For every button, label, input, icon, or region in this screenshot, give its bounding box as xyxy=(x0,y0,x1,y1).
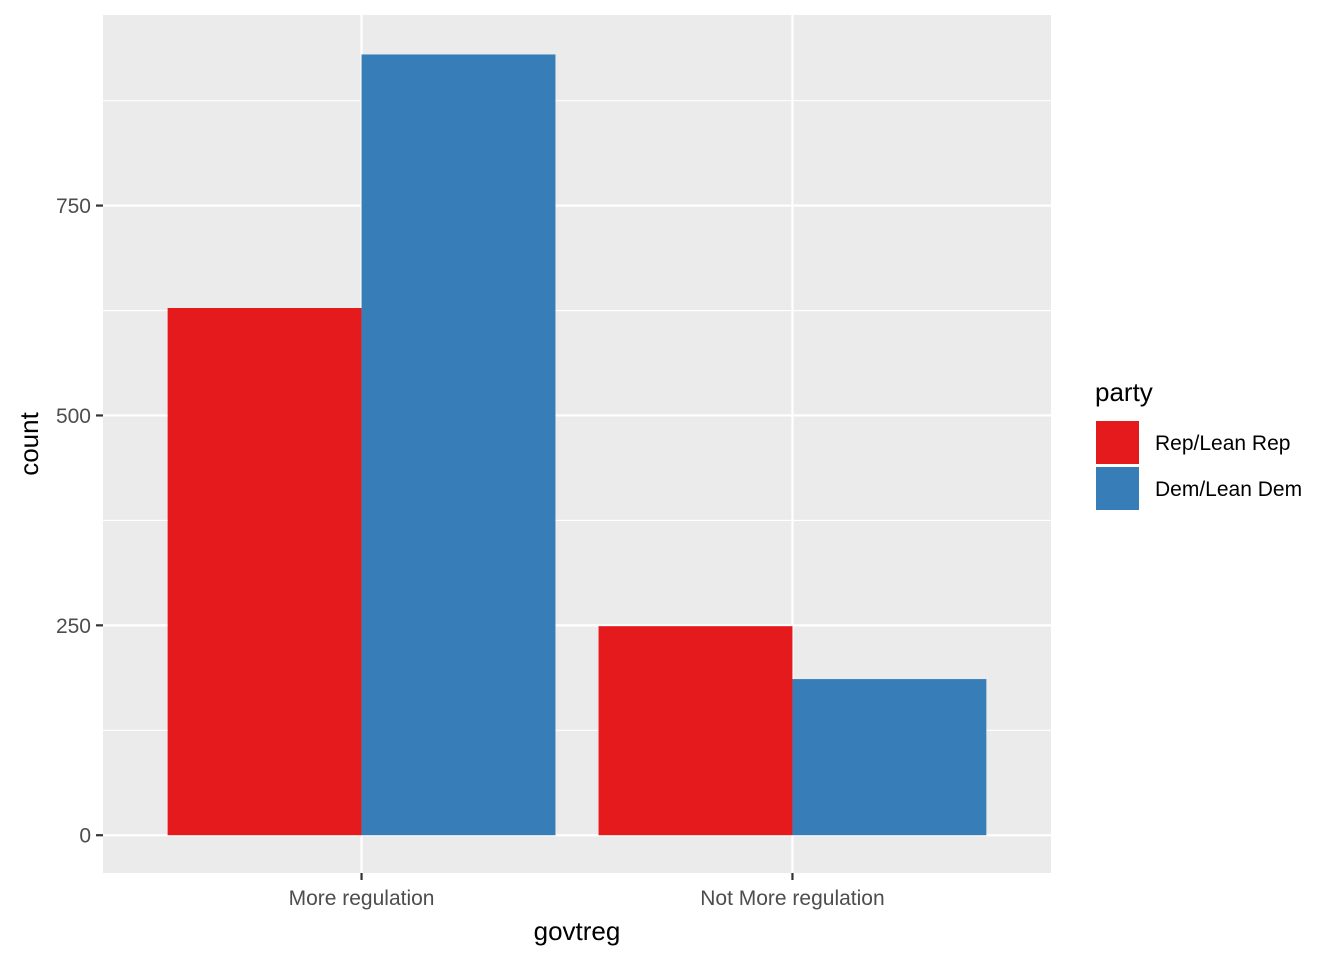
legend-label: Rep/Lean Rep xyxy=(1155,432,1290,455)
bars xyxy=(167,54,987,836)
legend-key xyxy=(1096,467,1139,510)
legend: party Rep/Lean Rep Dem/Lean Dem xyxy=(1095,377,1302,510)
y-tick-label: 500 xyxy=(56,405,91,428)
bar xyxy=(598,626,793,836)
bar xyxy=(792,679,987,836)
y-tick-label: 250 xyxy=(56,615,91,638)
y-axis: 0 250 500 750 xyxy=(56,195,103,848)
y-tick-label: 750 xyxy=(56,195,91,218)
bar xyxy=(167,307,362,836)
legend-title: party xyxy=(1095,377,1153,407)
x-tick-label: Not More regulation xyxy=(700,887,884,910)
x-axis-title: govtreg xyxy=(534,916,621,946)
x-axis: More regulation Not More regulation xyxy=(289,873,885,910)
legend-label: Dem/Lean Dem xyxy=(1155,478,1302,501)
x-tick-label: More regulation xyxy=(289,887,435,910)
legend-key xyxy=(1096,421,1139,464)
y-tick-label: 0 xyxy=(79,825,91,848)
y-axis-title: count xyxy=(14,411,44,475)
bar xyxy=(361,54,556,836)
